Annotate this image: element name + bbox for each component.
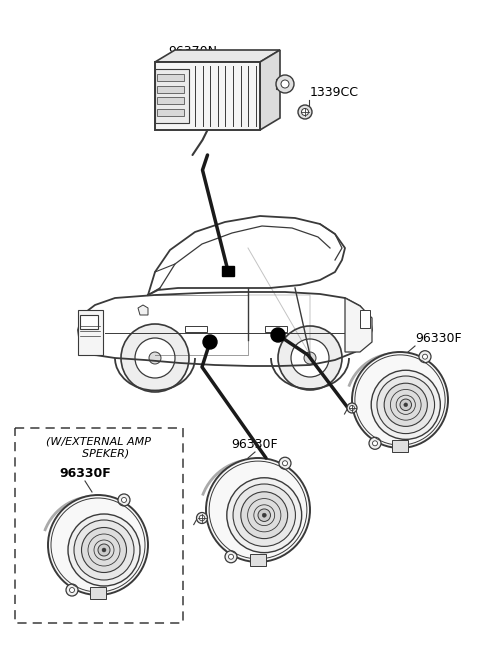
Circle shape <box>66 584 78 596</box>
Circle shape <box>206 458 310 562</box>
Circle shape <box>118 494 130 506</box>
Polygon shape <box>138 305 148 315</box>
Circle shape <box>281 80 289 88</box>
Circle shape <box>233 484 295 546</box>
Circle shape <box>227 477 302 553</box>
Circle shape <box>377 376 434 434</box>
Polygon shape <box>78 292 372 366</box>
Circle shape <box>258 509 271 521</box>
Circle shape <box>121 324 189 392</box>
Circle shape <box>199 515 205 521</box>
Text: 96330F: 96330F <box>415 332 462 345</box>
Circle shape <box>419 350 431 363</box>
Circle shape <box>301 109 309 115</box>
Text: 96370N: 96370N <box>168 45 217 58</box>
Circle shape <box>271 328 285 342</box>
Text: 96330F: 96330F <box>59 467 111 480</box>
Circle shape <box>228 554 233 559</box>
Text: 96301: 96301 <box>362 411 397 421</box>
Circle shape <box>400 399 411 411</box>
Circle shape <box>283 460 288 466</box>
Circle shape <box>347 403 357 413</box>
Bar <box>157 86 184 92</box>
Text: SPEKER): SPEKER) <box>68 449 130 459</box>
Bar <box>155 62 260 130</box>
Text: 14160: 14160 <box>213 510 248 520</box>
Circle shape <box>102 548 106 552</box>
Circle shape <box>291 339 329 377</box>
Circle shape <box>70 588 74 593</box>
Circle shape <box>349 405 355 411</box>
Circle shape <box>352 352 448 448</box>
Circle shape <box>262 513 266 517</box>
Circle shape <box>372 441 377 446</box>
Circle shape <box>203 335 217 349</box>
Circle shape <box>279 457 291 469</box>
Bar <box>78 310 103 355</box>
Circle shape <box>68 514 140 586</box>
Polygon shape <box>345 298 372 352</box>
Bar <box>157 98 184 104</box>
Circle shape <box>276 75 294 93</box>
Circle shape <box>369 438 381 449</box>
Bar <box>392 440 408 452</box>
Circle shape <box>149 352 161 364</box>
Circle shape <box>298 105 312 119</box>
Text: 96301: 96301 <box>213 520 248 530</box>
Bar <box>157 74 184 81</box>
Bar <box>265 326 287 332</box>
Circle shape <box>48 495 148 595</box>
Circle shape <box>98 544 110 556</box>
Circle shape <box>304 352 316 364</box>
Bar <box>222 266 234 276</box>
Bar <box>80 315 98 329</box>
Circle shape <box>74 520 134 580</box>
Bar <box>360 310 370 328</box>
Circle shape <box>371 370 440 440</box>
Polygon shape <box>148 216 345 295</box>
Polygon shape <box>260 50 280 130</box>
Circle shape <box>135 338 175 378</box>
Bar <box>90 587 106 599</box>
Text: 96330F: 96330F <box>232 438 278 451</box>
Bar <box>185 326 207 332</box>
Bar <box>250 554 266 566</box>
Text: 14160: 14160 <box>362 400 397 410</box>
Circle shape <box>225 551 237 563</box>
Circle shape <box>404 403 408 407</box>
Circle shape <box>384 383 427 426</box>
Bar <box>157 109 184 116</box>
Circle shape <box>278 326 342 390</box>
Text: (W/EXTERNAL AMP: (W/EXTERNAL AMP <box>47 437 152 447</box>
Circle shape <box>82 527 127 572</box>
Circle shape <box>241 492 288 538</box>
Circle shape <box>121 497 127 502</box>
Bar <box>155 69 189 123</box>
Circle shape <box>422 354 428 359</box>
Bar <box>15 428 183 623</box>
Polygon shape <box>276 79 280 89</box>
Polygon shape <box>155 50 280 62</box>
Circle shape <box>196 512 207 523</box>
Text: 1339CC: 1339CC <box>310 86 359 99</box>
